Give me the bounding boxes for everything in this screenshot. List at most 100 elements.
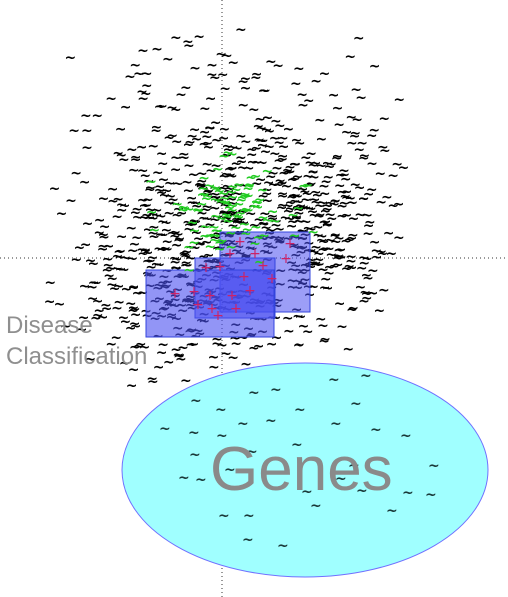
black-point: ~	[205, 163, 217, 179]
black-point: ~	[342, 342, 354, 358]
black-point: ~	[211, 209, 223, 225]
black-point: ~	[136, 139, 148, 155]
green-point: ~	[239, 187, 251, 203]
plus-point: +	[226, 288, 238, 304]
black-point: ~	[237, 97, 249, 113]
black-point: ~	[157, 227, 169, 243]
black-point: ~	[180, 255, 192, 271]
black-point: ~	[268, 177, 280, 193]
black-point: ~	[209, 180, 221, 196]
black-point: ~	[219, 214, 231, 230]
black-point: ~	[334, 296, 346, 312]
black-point: ~	[142, 192, 154, 208]
black-point: ~	[80, 237, 92, 253]
green-point: ~	[198, 171, 210, 187]
green-point: ~	[210, 228, 222, 244]
black-point: ~	[261, 182, 273, 198]
black-point: ~	[137, 91, 149, 107]
black-point: ~	[227, 350, 239, 366]
black-point: ~	[308, 170, 320, 186]
black-point: ~	[170, 30, 182, 46]
black-point: ~	[255, 120, 267, 136]
black-point: ~	[336, 198, 348, 214]
black-point: ~	[130, 152, 142, 168]
black-point: ~	[336, 208, 348, 224]
black-point: ~	[294, 135, 306, 151]
black-point: ~	[305, 146, 317, 162]
black-point: ~	[254, 112, 266, 128]
black-point: ~	[198, 137, 210, 153]
black-point: ~	[273, 222, 285, 238]
black-point: ~	[325, 157, 337, 173]
disease-classification-region	[145, 269, 275, 338]
plus-point: +	[192, 297, 204, 313]
black-point: ~	[183, 137, 195, 153]
black-point: ~	[379, 143, 391, 159]
black-point: ~	[163, 130, 175, 146]
black-point: ~	[130, 150, 142, 166]
green-point: ~	[233, 196, 245, 212]
black-point: ~	[180, 249, 192, 265]
black-point: ~	[284, 164, 296, 180]
black-point: ~	[139, 168, 151, 184]
black-point: ~	[310, 255, 322, 271]
black-point: ~	[163, 355, 175, 371]
black-point: ~	[224, 181, 236, 197]
black-point: ~	[201, 129, 213, 145]
black-point: ~	[209, 186, 221, 202]
black-point: ~	[153, 241, 165, 257]
black-point: ~	[267, 165, 279, 181]
black-point: ~	[230, 336, 242, 352]
green-point: ~	[222, 213, 234, 229]
black-point: ~	[132, 286, 144, 302]
black-point: ~	[323, 241, 335, 257]
black-point: ~	[210, 189, 222, 205]
black-point: ~	[132, 209, 144, 225]
black-point: ~	[129, 316, 141, 332]
black-point: ~	[324, 207, 336, 223]
black-point: ~	[358, 250, 370, 266]
black-point: ~	[269, 146, 281, 162]
green-point: ~	[218, 186, 230, 202]
plus-point: +	[244, 283, 256, 299]
black-point: ~	[212, 240, 224, 256]
black-point: ~	[211, 331, 223, 347]
black-point: ~	[128, 362, 140, 378]
black-point: ~	[133, 66, 145, 82]
black-point: ~	[65, 50, 77, 66]
black-point: ~	[181, 257, 193, 273]
black-point: ~	[180, 258, 192, 274]
black-point: ~	[272, 58, 284, 74]
black-point: ~	[356, 261, 368, 277]
black-point: ~	[291, 209, 303, 225]
black-point: ~	[362, 271, 374, 287]
green-point: ~	[201, 191, 213, 207]
black-point: ~	[113, 244, 125, 260]
black-point: ~	[141, 66, 153, 82]
green-point: ~	[202, 189, 214, 205]
gene-point: ~	[310, 498, 322, 514]
black-point: ~	[190, 214, 202, 230]
black-point: ~	[231, 212, 243, 228]
black-point: ~	[393, 92, 405, 108]
black-point: ~	[159, 241, 171, 257]
black-point: ~	[243, 161, 255, 177]
black-point: ~	[296, 200, 308, 216]
black-point: ~	[281, 179, 293, 195]
black-point: ~	[119, 250, 131, 266]
black-point: ~	[333, 248, 345, 264]
black-point: ~	[338, 167, 350, 183]
black-point: ~	[349, 126, 361, 142]
black-point: ~	[251, 141, 263, 157]
black-point: ~	[332, 251, 344, 267]
black-point: ~	[329, 227, 341, 243]
black-point: ~	[316, 132, 328, 148]
black-point: ~	[354, 180, 366, 196]
black-point: ~	[293, 205, 305, 221]
black-point: ~	[267, 211, 279, 227]
gene-point: ~	[294, 402, 306, 418]
gene-point: ~	[360, 368, 372, 384]
gene-point: ~	[386, 503, 398, 519]
black-point: ~	[305, 176, 317, 192]
black-point: ~	[287, 188, 299, 204]
